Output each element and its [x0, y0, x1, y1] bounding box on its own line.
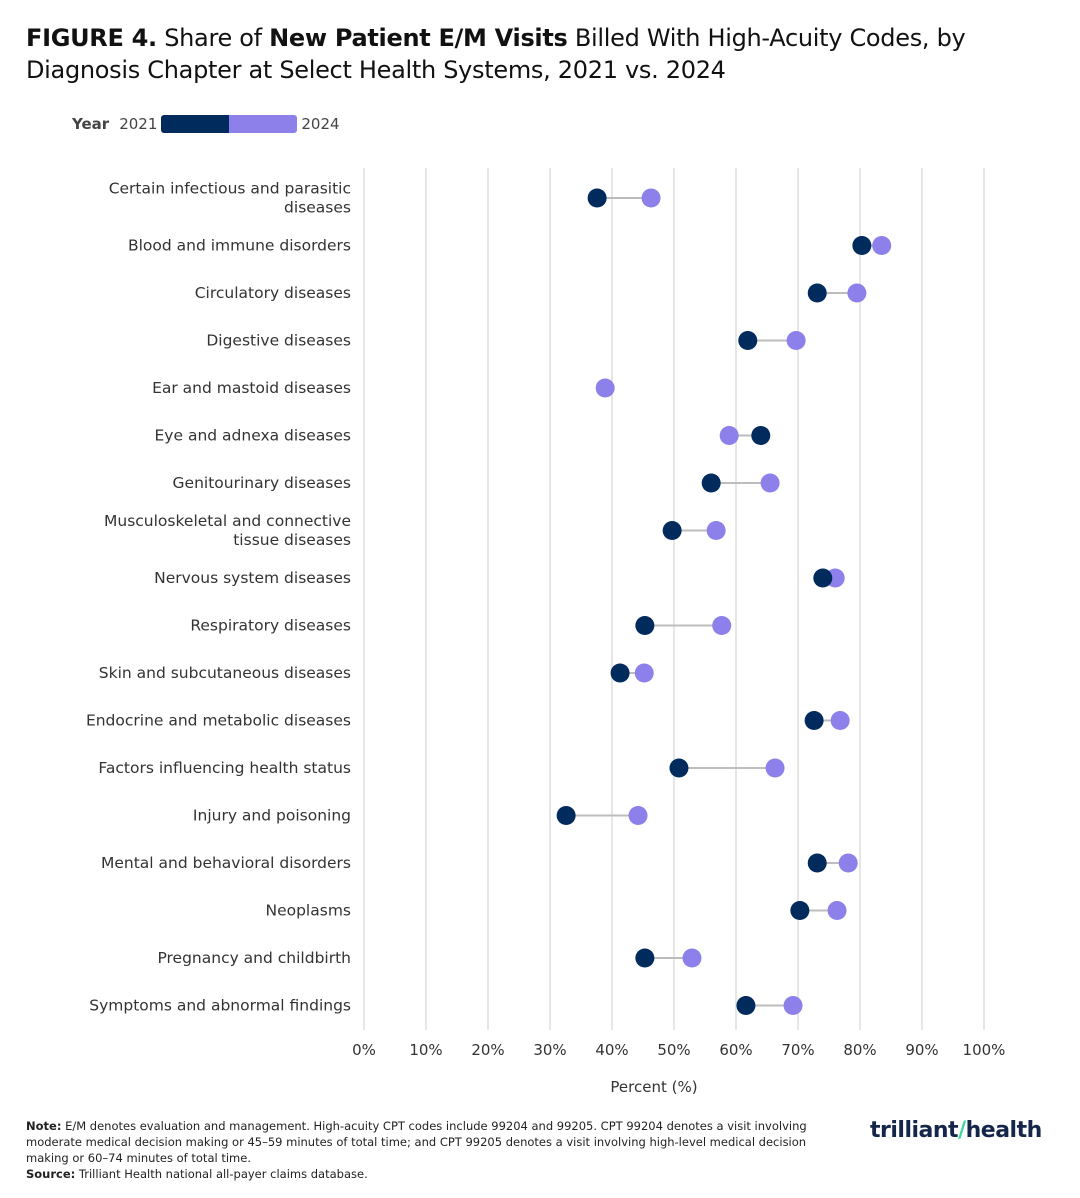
category-label: Mental and behavioral disorders — [101, 854, 351, 872]
dumbbell-chart: 0% 10% 20% 30% 40% 50% 60% 70% 80% 90% 100% Percent… — [86, 168, 1006, 1096]
x-tick-label: 0% — [352, 1041, 376, 1059]
point-2024 — [628, 806, 648, 825]
point-2024 — [838, 853, 858, 873]
category-label: Symptoms and abnormal findings — [89, 997, 351, 1015]
point-2021 — [635, 616, 655, 635]
x-tick-label: 60% — [719, 1041, 752, 1059]
point-2021 — [701, 473, 721, 493]
point-2024 — [712, 616, 732, 635]
point-2024 — [641, 188, 661, 208]
note-label: Note: — [26, 1119, 62, 1133]
point-2024 — [595, 378, 615, 398]
point-2021 — [790, 901, 810, 920]
category-label: Respiratory diseases — [190, 617, 351, 635]
point-2024 — [827, 901, 847, 920]
point-2024 — [682, 948, 702, 968]
x-tick-label: 10% — [409, 1041, 442, 1059]
category-label: Neoplasms — [265, 902, 351, 920]
point-2021 — [738, 331, 758, 350]
x-tick-label: 40% — [595, 1041, 628, 1059]
category-label: Eye and adnexa diseases — [155, 427, 351, 445]
title-post: Billed With High-Acuity Codes, by Diagno… — [26, 24, 966, 84]
footnotes: Note: E/M denotes evaluation and managem… — [26, 1118, 826, 1182]
chart-title: FIGURE 4. Share of New Patient E/M Visit… — [26, 22, 1046, 86]
legend-color-bar — [161, 115, 298, 133]
legend-label-2024: 2024 — [301, 115, 340, 133]
note: Note: E/M denotes evaluation and managem… — [26, 1118, 826, 1166]
category-label: Circulatory diseases — [195, 284, 351, 302]
category-label: Injury and poisoning — [193, 807, 351, 825]
category-label: Skin and subcutaneous diseases — [99, 664, 351, 682]
point-2021 — [736, 996, 756, 1015]
note-text: E/M denotes evaluation and management. H… — [26, 1119, 807, 1165]
category-label: Ear and mastoid diseases — [152, 379, 351, 397]
x-tick-label: 100% — [963, 1041, 1006, 1059]
category-label: Digestive diseases — [206, 332, 351, 350]
point-2021 — [751, 426, 771, 445]
x-tick-label: 70% — [781, 1041, 814, 1059]
x-tick-label: 90% — [905, 1041, 938, 1059]
x-tick-label: 30% — [533, 1041, 566, 1059]
title-pre: Share of — [156, 24, 270, 52]
point-2021 — [610, 663, 630, 683]
legend-swatch-2021 — [161, 115, 230, 133]
category-label: Pregnancy and childbirth — [157, 949, 351, 967]
point-2024 — [830, 711, 850, 730]
figure-number: FIGURE 4. — [26, 24, 157, 52]
source: Source: Trilliant Health national all-pa… — [26, 1166, 826, 1182]
category-label: Certain infectious and parasitic diseases — [109, 180, 351, 217]
category-label: Musculoskeletal and connective tissue dis… — [104, 512, 351, 549]
point-2024 — [872, 236, 892, 255]
legend-swatch-2024 — [229, 115, 298, 133]
point-2021 — [807, 853, 827, 873]
source-text: Trilliant Health national all-payer clai… — [75, 1167, 368, 1181]
point-2024 — [786, 331, 806, 350]
x-tick-label: 80% — [843, 1041, 876, 1059]
category-label: Nervous system diseases — [154, 569, 351, 587]
point-2024 — [783, 996, 803, 1015]
trilliant-health-logo: trilliant/health — [870, 1118, 1042, 1143]
x-axis-label: Percent (%) — [610, 1078, 697, 1096]
point-2021 — [587, 188, 607, 208]
point-2024 — [634, 663, 654, 683]
point-2021 — [813, 568, 833, 588]
category-label: Factors influencing health status — [98, 759, 351, 777]
point-2021 — [662, 521, 682, 540]
point-2021 — [669, 758, 689, 778]
point-2021 — [852, 236, 872, 255]
x-tick-label: 20% — [471, 1041, 504, 1059]
source-label: Source: — [26, 1167, 76, 1181]
legend: Year 2021 2024 — [72, 115, 340, 133]
point-2024 — [719, 426, 739, 445]
point-2024 — [765, 758, 785, 778]
category-label: Endocrine and metabolic diseases — [86, 712, 351, 730]
point-2021 — [635, 948, 655, 968]
x-tick-label: 50% — [657, 1041, 690, 1059]
point-2024 — [706, 521, 726, 540]
category-label: Blood and immune disorders — [128, 237, 351, 255]
legend-title: Year — [72, 115, 110, 133]
point-2024 — [847, 283, 867, 303]
point-2024 — [760, 473, 780, 493]
point-2021 — [556, 806, 576, 825]
point-2021 — [807, 283, 827, 303]
category-label: Genitourinary diseases — [173, 474, 351, 492]
title-bold: New Patient E/M Visits — [269, 24, 568, 52]
point-2021 — [804, 711, 824, 730]
legend-label-2021: 2021 — [119, 115, 158, 133]
